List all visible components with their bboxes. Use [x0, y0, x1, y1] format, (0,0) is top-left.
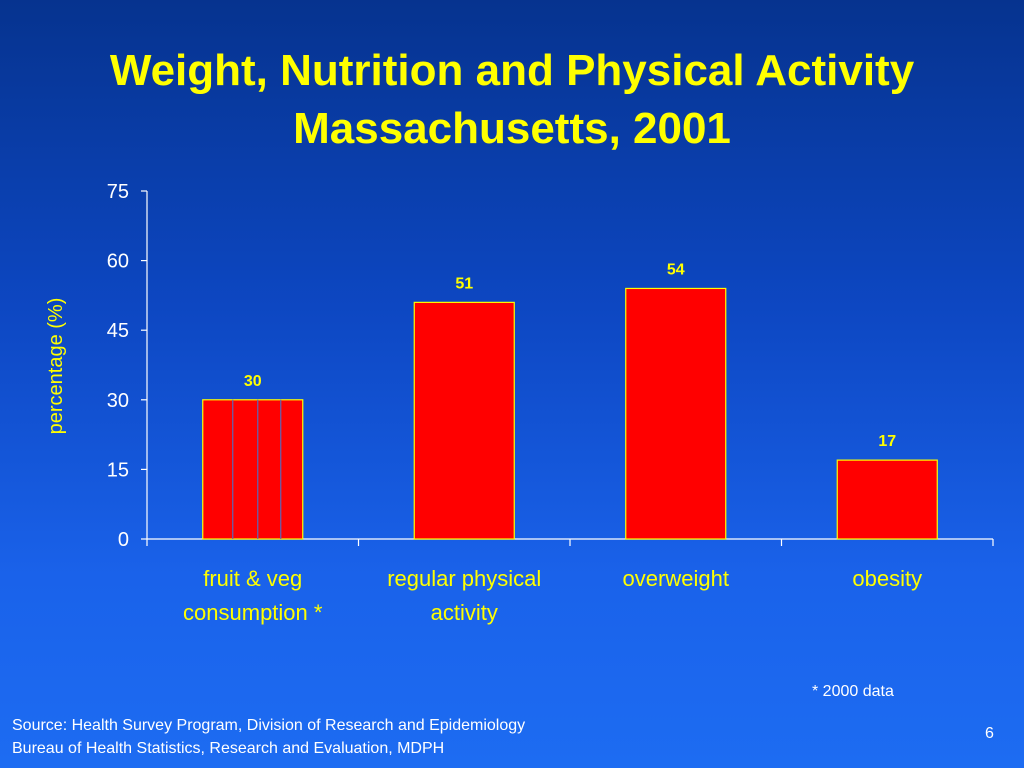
y-tick-label: 0: [118, 529, 129, 551]
y-tick-label: 30: [107, 390, 129, 412]
x-tick-label: overweight: [623, 566, 729, 591]
y-axis-title: percentage (%): [45, 298, 67, 435]
footnote-2000-data: * 2000 data: [812, 683, 894, 700]
page-number: 6: [985, 725, 994, 742]
y-tick-label: 45: [107, 320, 129, 342]
data-label: 51: [455, 275, 473, 292]
bar-2: [625, 287, 727, 540]
chart-title-line-2: Massachusetts, 2001: [293, 104, 731, 153]
bar-1: [413, 301, 515, 540]
bar-3: [836, 459, 938, 540]
x-tick-label: fruit & veg: [203, 566, 302, 591]
data-label: 54: [667, 261, 685, 278]
y-tick-label: 75: [107, 181, 129, 203]
source-line-2: Bureau of Health Statistics, Research an…: [12, 740, 445, 757]
data-label: 30: [244, 373, 262, 390]
source-line-1: Source: Health Survey Program, Division …: [12, 717, 526, 734]
y-tick-label: 60: [107, 251, 129, 273]
data-label: 17: [878, 433, 896, 450]
x-tick-label: obesity: [852, 566, 922, 591]
x-tick-label: consumption *: [183, 600, 323, 625]
y-tick-label: 15: [107, 459, 129, 481]
chart-title-line-1: Weight, Nutrition and Physical Activity: [109, 46, 915, 95]
x-tick-label: regular physical: [387, 566, 541, 591]
x-tick-label: activity: [431, 600, 498, 625]
bar-0: [202, 399, 304, 540]
